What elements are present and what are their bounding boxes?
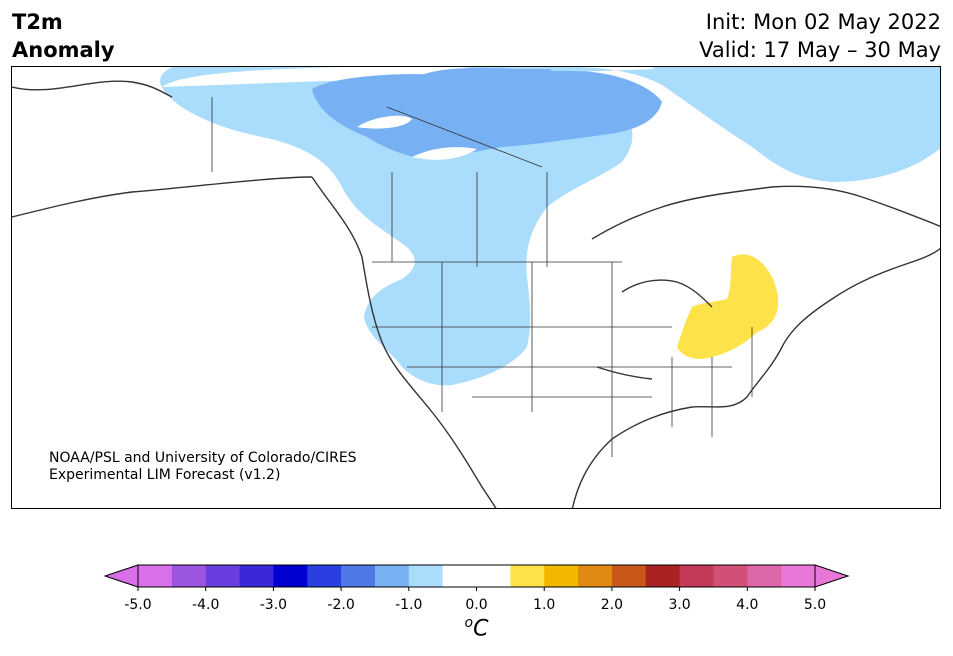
unit-superscript: o [464,615,474,631]
colorbar-swatch [578,565,613,587]
colorbar-swatch [781,565,816,587]
cold-anomaly-medium-north [422,67,552,82]
colorbar-swatch [476,565,511,587]
colorbar-svg: -5.0 -4.0 -3.0 -2.0 -1.0 0.0 1.0 2.0 3.0 4.0 5.0 [103,564,850,613]
title-block: T2m Anomaly [12,8,115,64]
map-panel [11,66,941,509]
credit-line-2: Experimental LIM Forecast (v1.2) [49,467,281,483]
colorbar-tick-label: 5.0 [804,597,826,613]
colorbar-tick-label: -1.0 [395,597,422,613]
colorbar-swatch [510,565,545,587]
date-block: Init: Mon 02 May 2022 Valid: 17 May – 30… [699,8,941,64]
colorbar-swatch [239,565,274,587]
anomaly-map [12,67,940,508]
colorbar-tick-label: 3.0 [668,597,690,613]
colorbar-swatch [544,565,579,587]
credit-line-1: NOAA/PSL and University of Colorado/CIRE… [49,450,357,466]
arctic-island-1 [357,115,412,129]
colorbar-swatch [408,565,444,587]
colorbar-swatch [307,565,342,587]
cold-anomaly-northeast [652,67,940,182]
colorbar-tick-label: -5.0 [124,597,151,613]
colorbar-tick-label: 1.0 [533,597,555,613]
colorbar-unit: oC [0,615,953,641]
variable-subtitle: Anomaly [12,38,115,62]
valid-date: Valid: 17 May – 30 May [699,38,941,62]
colorbar-swatch [679,565,714,587]
colorbar-tick-label: 0.0 [465,597,487,613]
colorbar-swatch [273,565,308,587]
colorbar: -5.0 -4.0 -3.0 -2.0 -1.0 0.0 1.0 2.0 3.0 4.0 5.0 [0,560,953,650]
colorbar-swatch [442,565,477,587]
cold-anomaly-medium [312,70,662,159]
colorbar-tick-label: -3.0 [260,597,287,613]
colorbar-swatch [611,565,647,587]
colorbar-extend-min [103,564,139,588]
variable-title: T2m [12,10,63,34]
colorbar-swatch [713,565,748,587]
colorbar-tick-label: -2.0 [327,597,354,613]
colorbar-swatch [747,565,782,587]
cold-anomaly-light [160,67,940,386]
colorbar-tick-label: 4.0 [736,597,758,613]
credit-text: NOAA/PSL and University of Colorado/CIRE… [49,450,357,484]
init-date: Init: Mon 02 May 2022 [705,10,941,34]
colorbar-tick-label: 2.0 [601,597,623,613]
colorbar-swatch [341,565,376,587]
political-borders [211,97,753,457]
arctic-island-2 [412,147,477,160]
warm-anomaly [677,254,779,359]
colorbar-swatch [138,565,173,587]
colorbar-extend-max [814,564,850,588]
colorbar-tick-label: -4.0 [192,597,219,613]
unit-label: C [473,616,489,642]
colorbar-swatch [171,565,207,587]
colorbar-swatch [645,565,681,587]
colorbar-swatch [374,565,410,587]
colorbar-swatch [205,565,241,587]
